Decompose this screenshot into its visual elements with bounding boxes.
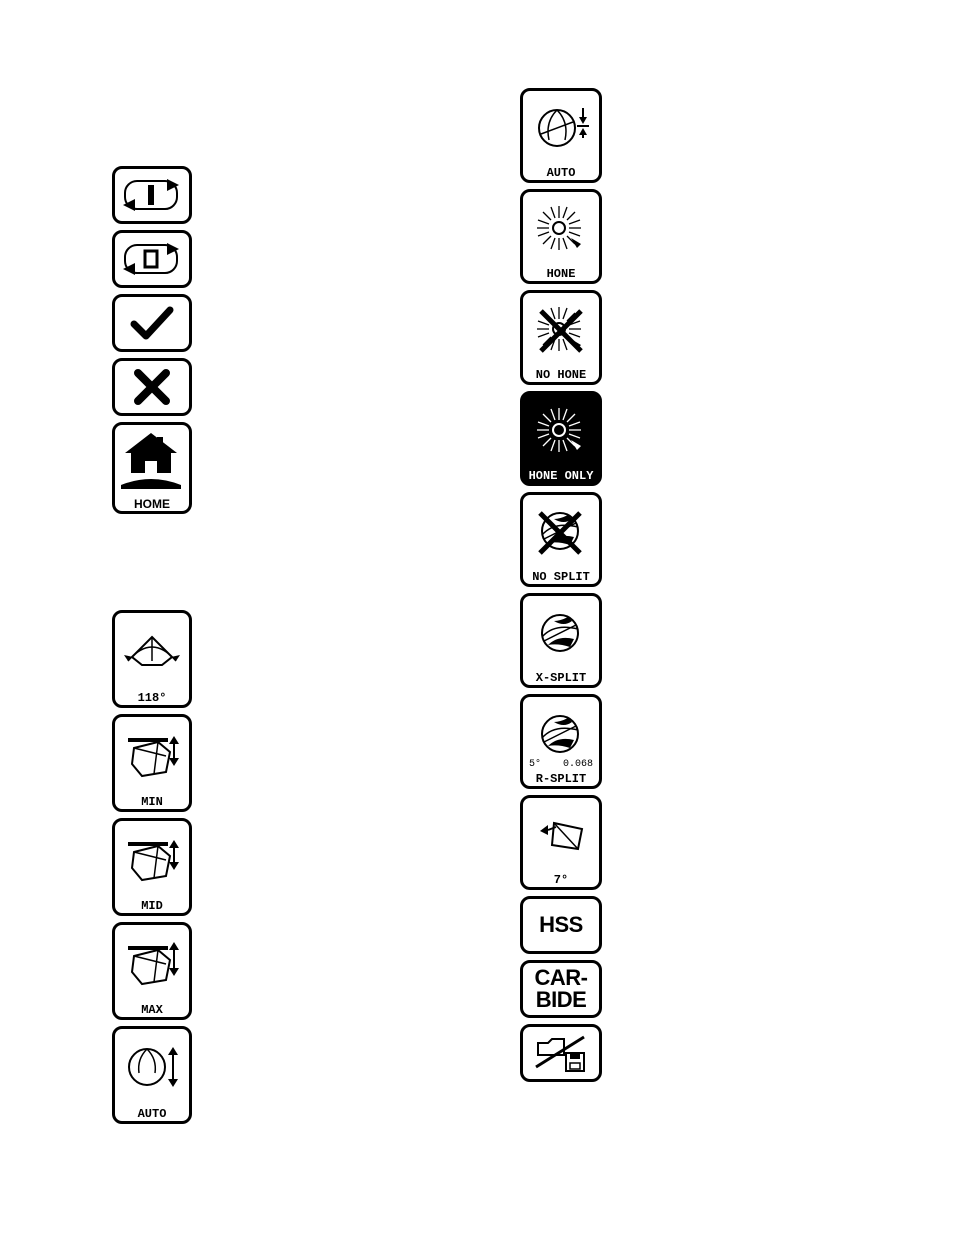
- mid-button[interactable]: MID: [112, 818, 192, 916]
- auto-depth-button[interactable]: AUTO: [112, 1026, 192, 1124]
- check-icon: [115, 297, 189, 349]
- no-hone-button[interactable]: NO HONE: [520, 290, 602, 385]
- cycle-i-icon: [115, 169, 189, 221]
- hone-only-button-label: HONE ONLY: [529, 470, 594, 483]
- grind-column: 118° MIN MID MAX AUTO: [112, 610, 192, 1130]
- cycle-out-button[interactable]: [112, 230, 192, 288]
- carbide-button[interactable]: CAR-BIDE: [520, 960, 602, 1018]
- circle-arrows-icon: [115, 1029, 189, 1106]
- r-split-button[interactable]: 5° 0.068 R-SPLIT: [520, 694, 602, 789]
- sunburst-icon: [523, 394, 599, 468]
- nav-column: HOME: [112, 166, 192, 520]
- max-button-label: MAX: [141, 1004, 163, 1017]
- material-arrow-down-icon: [115, 717, 189, 794]
- sunburst-icon: [523, 192, 599, 266]
- cycle-o-icon: [115, 233, 189, 285]
- r-split-button-sublabel: 5° 0.068: [523, 759, 599, 770]
- auto-button-label: AUTO: [547, 167, 576, 180]
- cancel-button[interactable]: [112, 358, 192, 416]
- options-column: AUTO HONE NO HONE HONE ONLY NO SPLIT X-SPLIT 5…: [520, 88, 602, 1088]
- split-icon: [523, 596, 599, 670]
- auto-depth-icon: [523, 91, 599, 165]
- sunburst-x-icon: [523, 293, 599, 367]
- relief-angle-button-label: 7°: [554, 874, 568, 887]
- split-x-icon: [523, 495, 599, 569]
- hss-button-text: HSS: [539, 914, 583, 936]
- mid-button-label: MID: [141, 900, 163, 913]
- no-hone-button-label: NO HONE: [536, 369, 586, 382]
- point-angle-button[interactable]: 118°: [112, 610, 192, 708]
- material-arrow-up-icon: [115, 925, 189, 1002]
- min-button[interactable]: MIN: [112, 714, 192, 812]
- hss-button[interactable]: HSS: [520, 896, 602, 954]
- drill-angle-icon: [115, 613, 189, 690]
- x-split-button-label: X-SPLIT: [536, 672, 586, 685]
- auto-depth-button-label: AUTO: [138, 1108, 167, 1121]
- sub-right: 0.068: [563, 759, 593, 770]
- cycle-in-button[interactable]: [112, 166, 192, 224]
- min-button-label: MIN: [141, 796, 163, 809]
- auto-button[interactable]: AUTO: [520, 88, 602, 183]
- x-split-button[interactable]: X-SPLIT: [520, 593, 602, 688]
- load-save-button[interactable]: [520, 1024, 602, 1082]
- r-split-button-label: R-SPLIT: [536, 773, 586, 786]
- relief-icon: [523, 798, 599, 872]
- no-split-button[interactable]: NO SPLIT: [520, 492, 602, 587]
- no-split-button-label: NO SPLIT: [532, 571, 590, 584]
- hone-only-button[interactable]: HONE ONLY: [520, 391, 602, 486]
- carbide-button-text: CAR-BIDE: [535, 967, 588, 1011]
- confirm-button[interactable]: [112, 294, 192, 352]
- folder-disk-icon: [523, 1027, 599, 1079]
- point-angle-button-label: 118°: [138, 692, 167, 705]
- home-button[interactable]: HOME: [112, 422, 192, 514]
- max-button[interactable]: MAX: [112, 922, 192, 1020]
- material-arrow-mid-icon: [115, 821, 189, 898]
- hone-button[interactable]: HONE: [520, 189, 602, 284]
- home-icon: [115, 425, 189, 496]
- sub-left: 5°: [529, 759, 541, 770]
- home-button-label: HOME: [134, 498, 170, 511]
- hone-button-label: HONE: [547, 268, 576, 281]
- cross-icon: [115, 361, 189, 413]
- relief-angle-button[interactable]: 7°: [520, 795, 602, 890]
